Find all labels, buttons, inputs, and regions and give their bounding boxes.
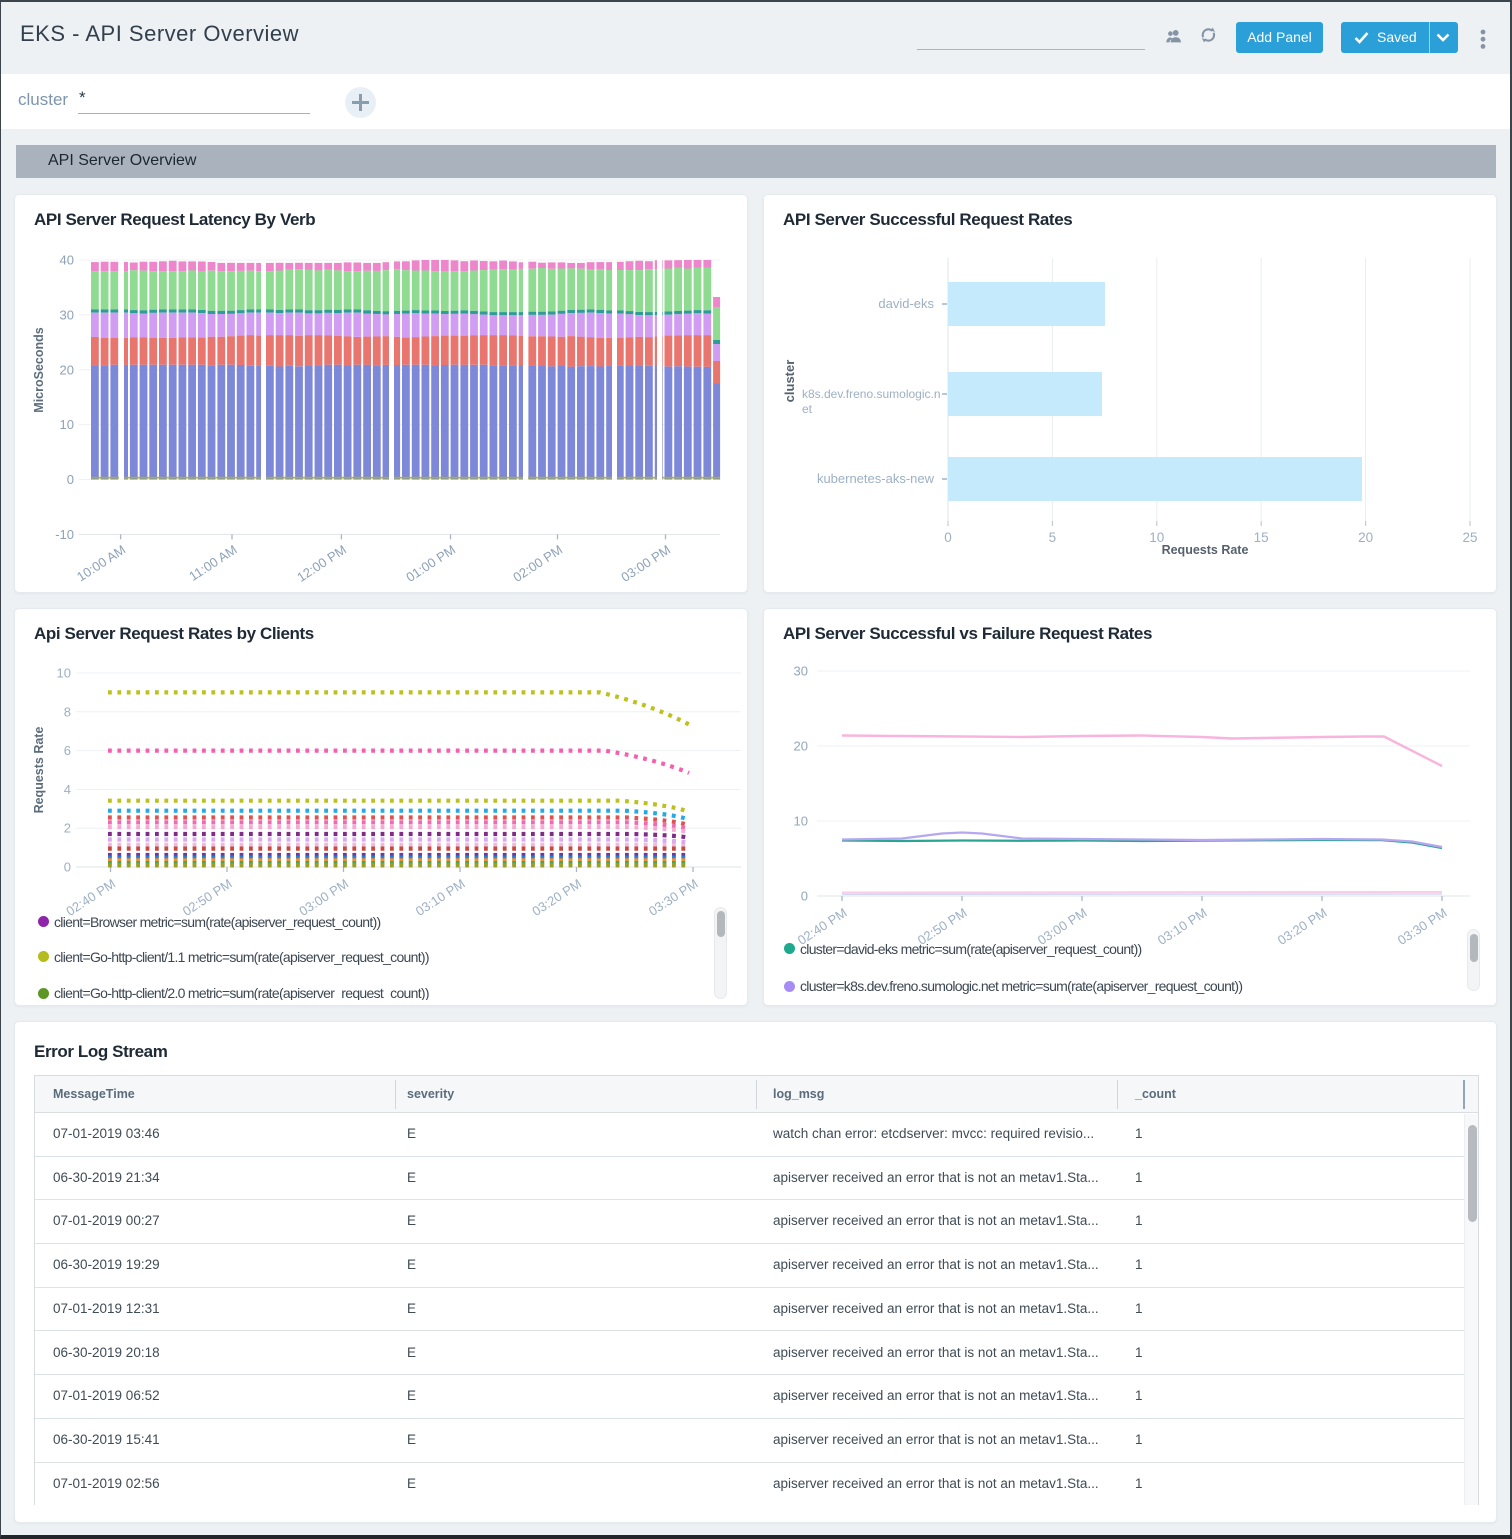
- svg-text:30: 30: [794, 664, 808, 679]
- svg-text:03:00 PM: 03:00 PM: [618, 542, 673, 585]
- svg-text:6: 6: [64, 743, 71, 758]
- svg-text:10: 10: [57, 666, 71, 681]
- svg-text:kubernetes-aks-new: kubernetes-aks-new: [817, 471, 935, 486]
- svg-text:20: 20: [60, 362, 74, 377]
- svg-text:2: 2: [64, 821, 71, 836]
- svg-text:02:50 PM: 02:50 PM: [180, 876, 235, 919]
- svg-text:03:20 PM: 03:20 PM: [1275, 905, 1330, 948]
- svg-text:01:00 PM: 01:00 PM: [403, 542, 458, 585]
- svg-text:03:20 PM: 03:20 PM: [529, 876, 584, 919]
- svg-text:-10: -10: [55, 527, 74, 542]
- svg-text:12:00 PM: 12:00 PM: [294, 542, 349, 585]
- svg-text:02:40 PM: 02:40 PM: [63, 876, 118, 919]
- svg-text:4: 4: [64, 782, 71, 797]
- svg-text:0: 0: [64, 860, 71, 875]
- svg-text:20: 20: [794, 739, 808, 754]
- svg-text:0: 0: [67, 472, 74, 487]
- svg-text:10: 10: [60, 417, 74, 432]
- svg-text:8: 8: [64, 704, 71, 719]
- svg-text:30: 30: [60, 307, 74, 322]
- svg-text:11:00 AM: 11:00 AM: [186, 542, 239, 584]
- svg-text:10: 10: [794, 814, 808, 829]
- svg-text:Requests Rate: Requests Rate: [32, 727, 46, 814]
- svg-text:25: 25: [1462, 530, 1477, 545]
- svg-text:03:10 PM: 03:10 PM: [413, 876, 468, 919]
- svg-text:03:30 PM: 03:30 PM: [646, 876, 701, 919]
- svg-text:03:00 PM: 03:00 PM: [296, 876, 351, 919]
- svg-text:MicroSeconds: MicroSeconds: [32, 327, 46, 412]
- svg-text:5: 5: [1049, 530, 1057, 545]
- svg-text:0: 0: [801, 889, 808, 904]
- svg-text:40: 40: [60, 253, 74, 268]
- svg-text:10: 10: [1149, 530, 1164, 545]
- svg-text:cluster: cluster: [782, 360, 797, 403]
- svg-text:15: 15: [1254, 530, 1269, 545]
- svg-text:0: 0: [944, 530, 952, 545]
- svg-text:david-eks: david-eks: [878, 296, 934, 311]
- svg-text:02:00 PM: 02:00 PM: [510, 542, 565, 585]
- svg-text:10:00 AM: 10:00 AM: [74, 542, 128, 585]
- svg-text:03:30 PM: 03:30 PM: [1395, 905, 1450, 948]
- svg-text:20: 20: [1358, 530, 1373, 545]
- svg-text:Requests Rate: Requests Rate: [1162, 543, 1249, 557]
- svg-text:k8s.dev.freno.sumologic.n: k8s.dev.freno.sumologic.n: [802, 387, 941, 401]
- svg-text:et: et: [802, 402, 813, 416]
- svg-text:03:10 PM: 03:10 PM: [1155, 905, 1210, 948]
